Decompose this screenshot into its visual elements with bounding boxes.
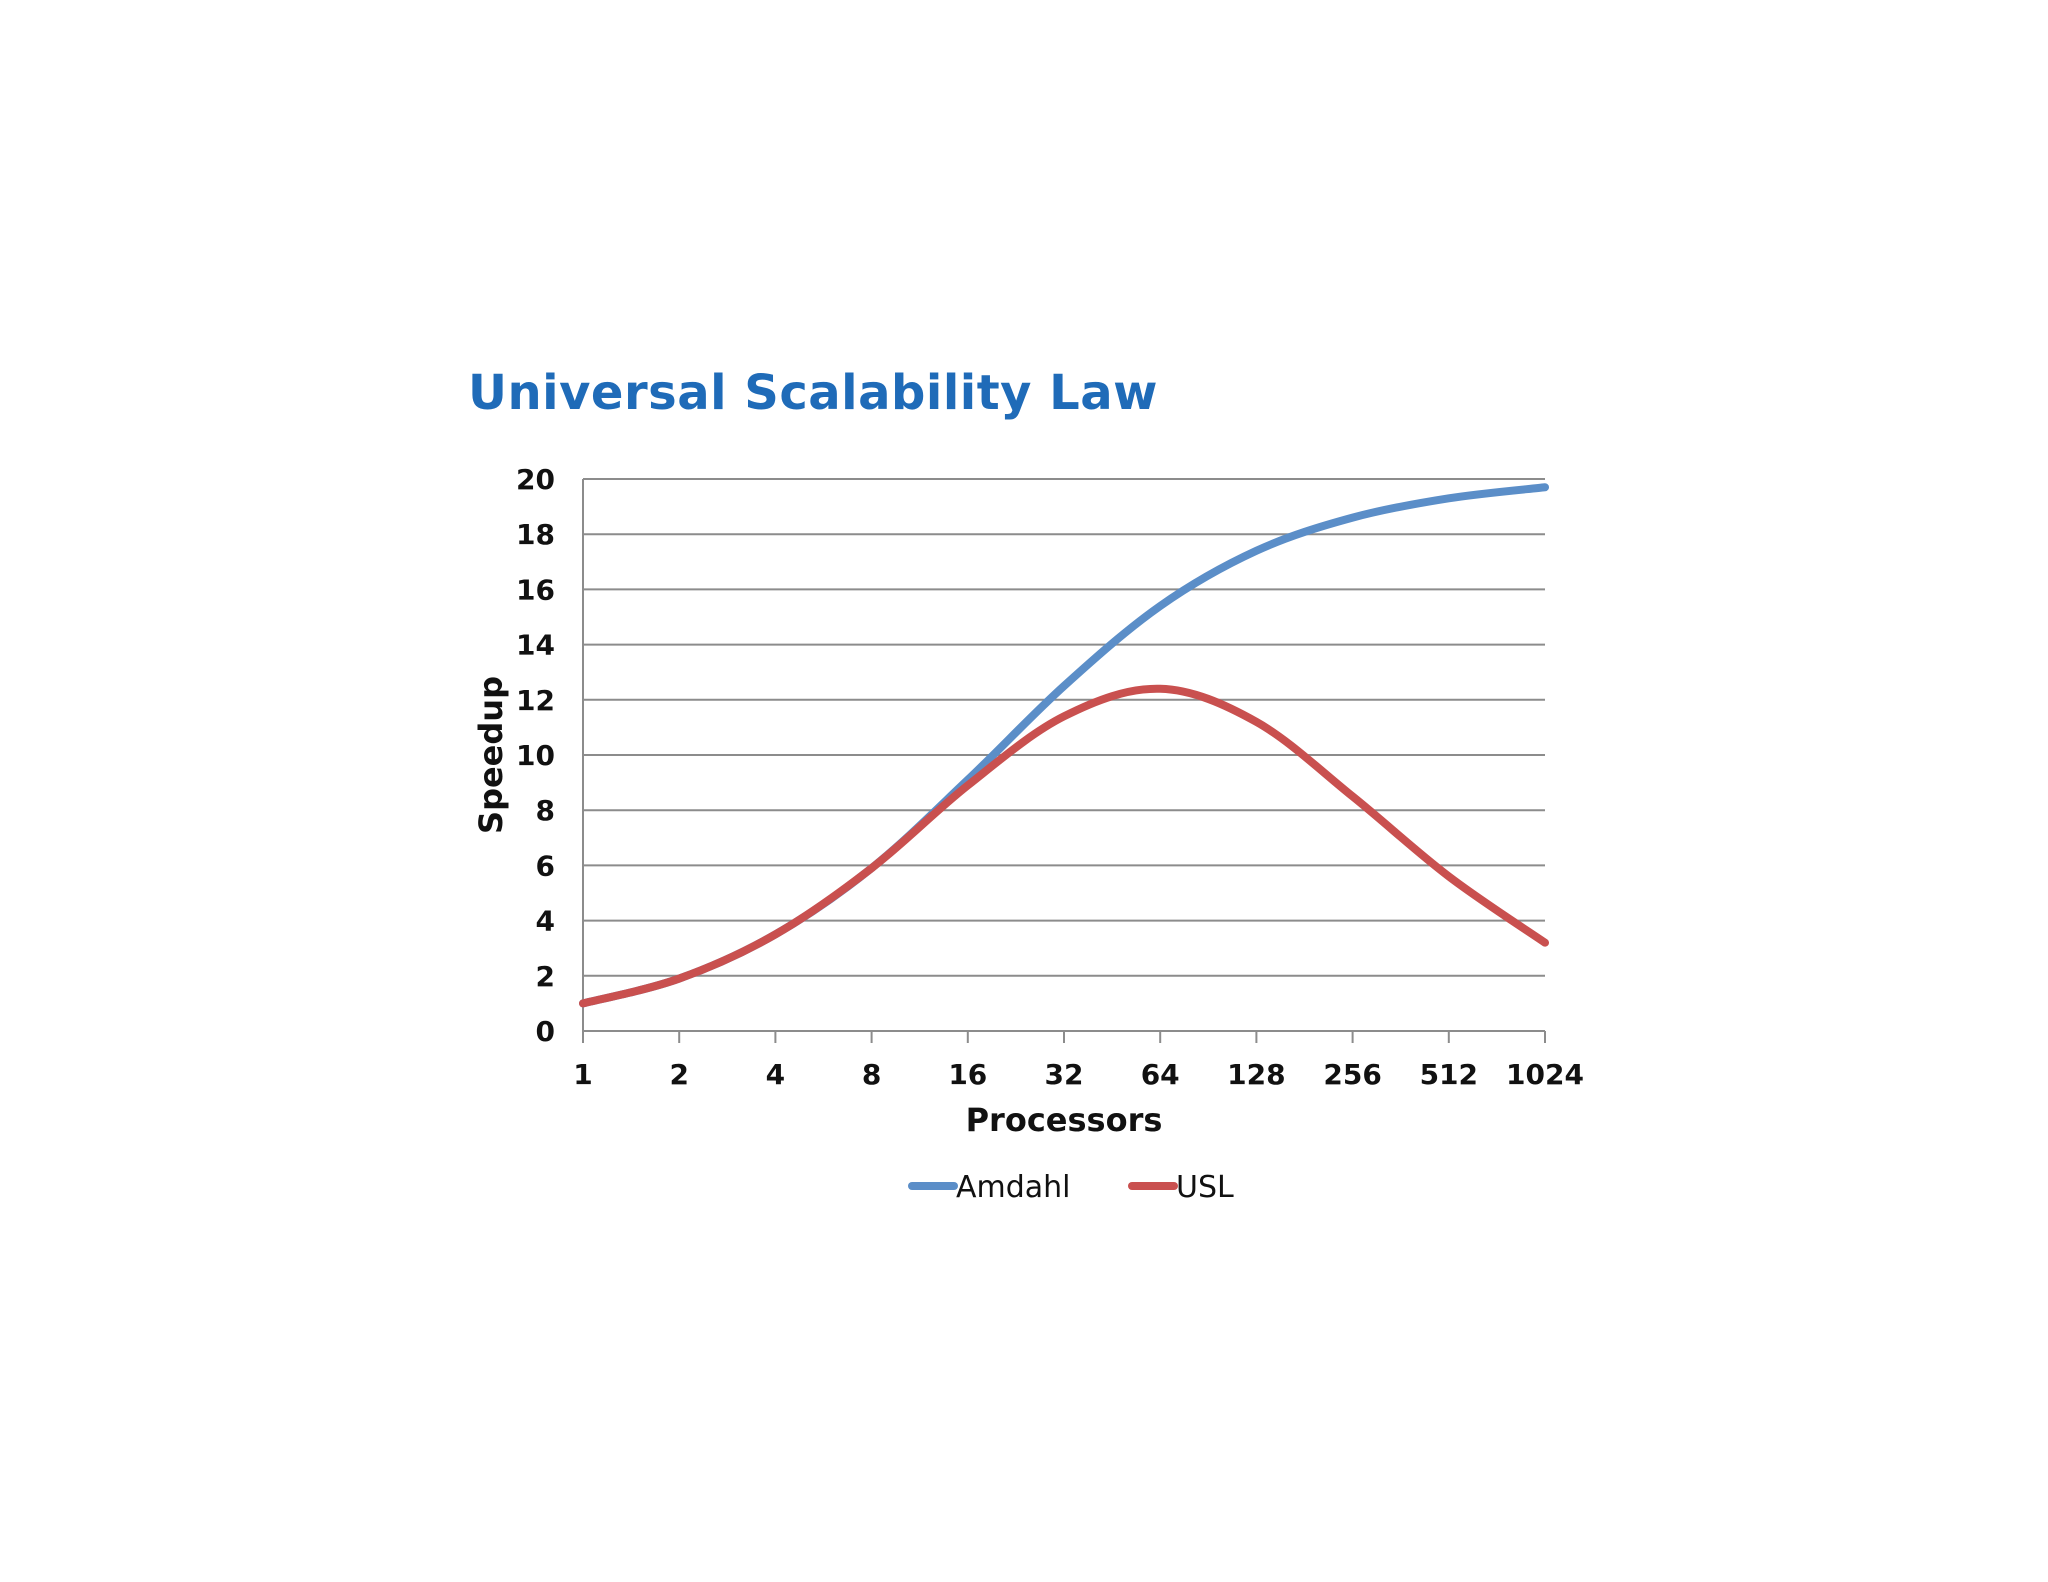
axes xyxy=(582,479,1546,1043)
series-line-usl xyxy=(579,684,1549,1008)
chart-title: Universal Scalability Law xyxy=(468,365,1158,421)
x-tick-label: 8 xyxy=(862,1058,881,1091)
x-tick-label: 32 xyxy=(1045,1058,1084,1091)
legend-label: Amdahl xyxy=(956,1170,1071,1205)
y-tick-label: 4 xyxy=(536,905,555,938)
series-lines xyxy=(579,483,1549,1008)
y-tick-label: 20 xyxy=(516,463,555,496)
legend-label: USL xyxy=(1176,1170,1234,1205)
legend: Amdahl USL xyxy=(908,1170,1234,1205)
y-tick-label: 18 xyxy=(516,518,555,551)
x-tick-label: 4 xyxy=(766,1058,785,1091)
y-tick-labels: 0 2 4 6 8 10 12 14 16 18 20 xyxy=(516,463,555,1048)
y-tick-label: 8 xyxy=(536,794,555,827)
x-tick-label: 16 xyxy=(948,1058,987,1091)
y-tick-label: 10 xyxy=(516,739,555,772)
x-tick-label: 2 xyxy=(669,1058,688,1091)
y-tick-label: 2 xyxy=(536,960,555,993)
y-tick-label: 14 xyxy=(516,629,555,662)
x-tick-label: 128 xyxy=(1227,1058,1285,1091)
y-axis-title: Speedup xyxy=(472,676,510,834)
x-tick-labels: 1 2 4 8 16 32 64 128 256 512 1024 xyxy=(573,1058,1584,1091)
x-tick-label: 1024 xyxy=(1506,1058,1584,1091)
x-tick-label: 1 xyxy=(573,1058,592,1091)
y-tick-label: 12 xyxy=(516,684,555,717)
x-tick-label: 512 xyxy=(1420,1058,1478,1091)
y-tick-label: 0 xyxy=(536,1015,555,1048)
x-axis-title: Processors xyxy=(966,1101,1163,1139)
x-tick-label: 256 xyxy=(1323,1058,1381,1091)
series-line-amdahl xyxy=(579,483,1549,1008)
gridlines xyxy=(583,478,1545,977)
x-tick-label: 64 xyxy=(1141,1058,1180,1091)
y-tick-label: 16 xyxy=(516,573,555,606)
y-tick-label: 6 xyxy=(536,849,555,882)
